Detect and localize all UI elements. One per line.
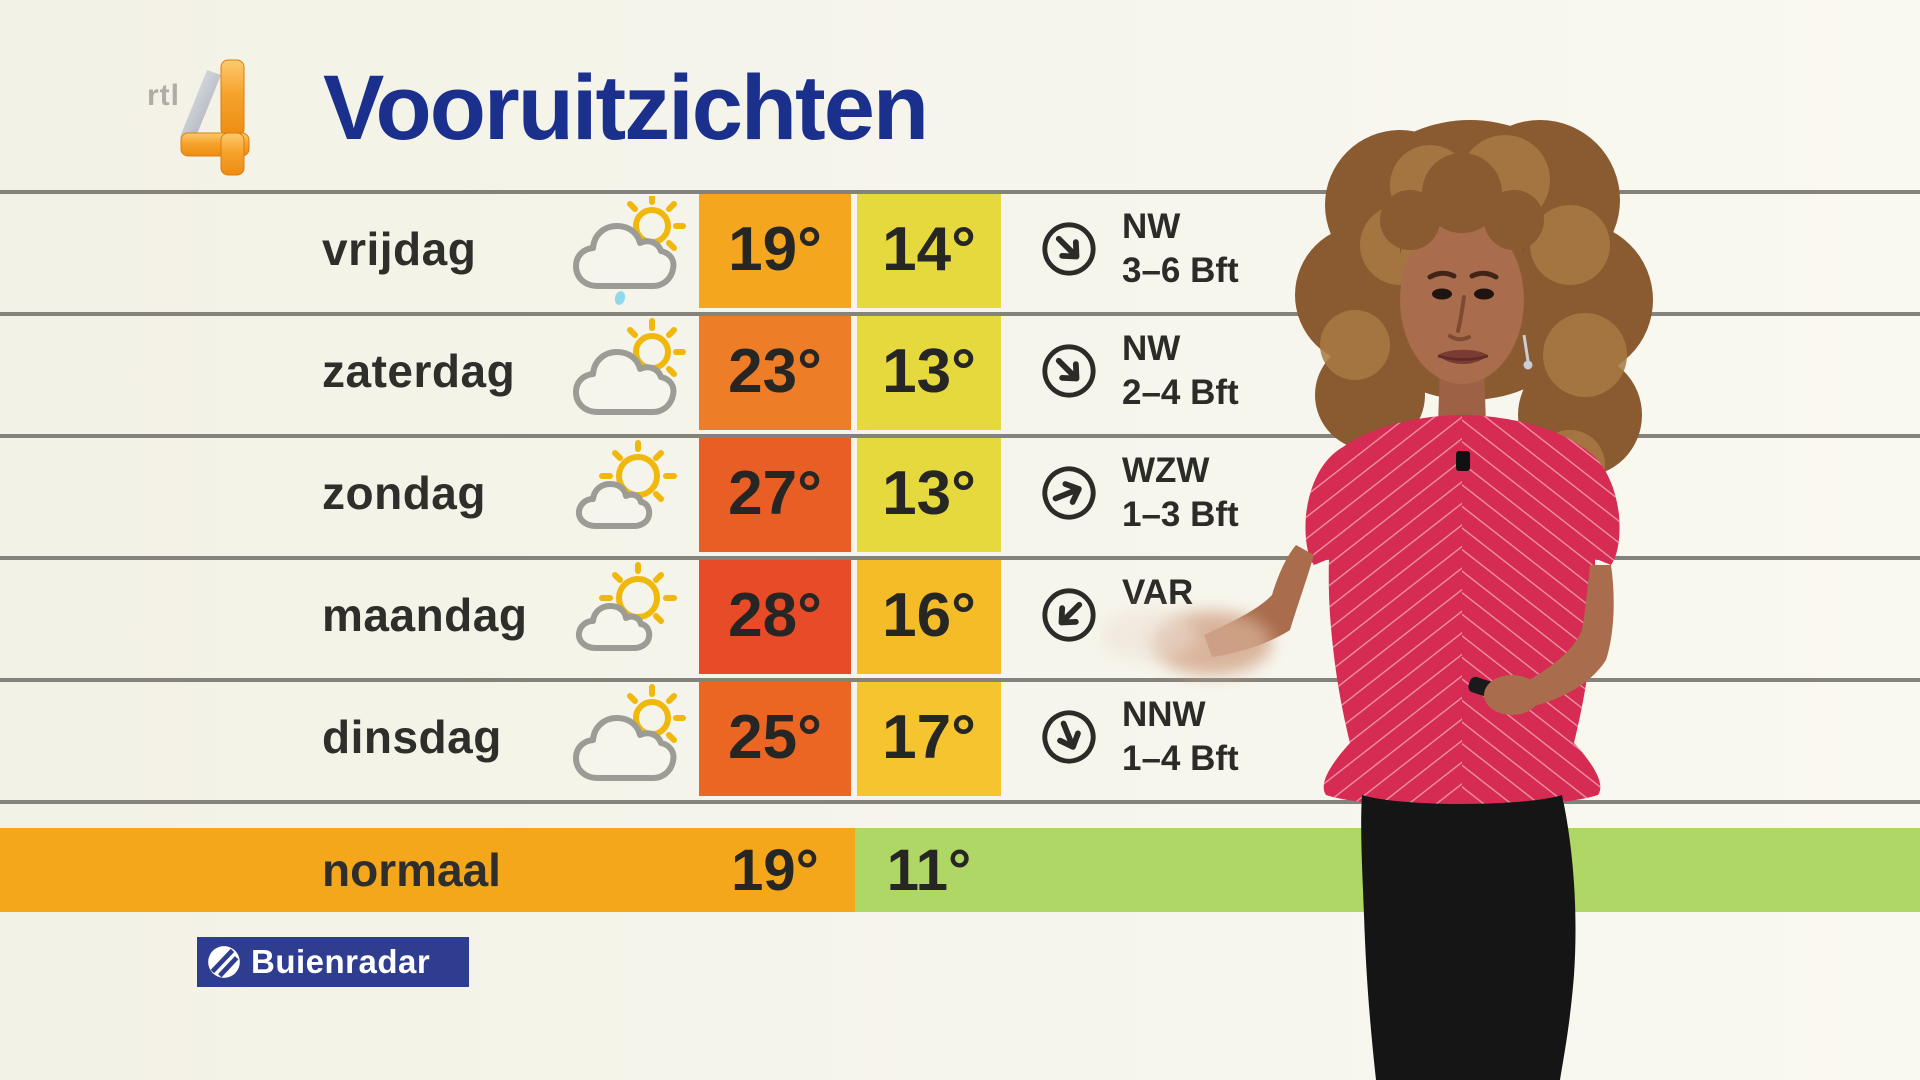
wind-direction: NNW [1122,695,1206,734]
grid-line [0,312,1920,316]
wind-text: NNW 1–4 Bft [1122,678,1239,796]
weather-presenter [1100,120,1653,1080]
page-title: Vooruitzichten [323,57,929,159]
weather-icon [566,196,690,308]
forecast-row-zondag: zondag 27° 13° WZW 1–3 Bft [0,434,1920,556]
min-temp-cell: 17° [857,678,1001,796]
wind-text: NW 3–6 Bft [1122,190,1239,308]
presenter-skirt [1361,795,1576,1080]
wind-text: WZW 1–3 Bft [1122,434,1239,552]
presenter-earring [1522,334,1533,370]
min-temp-cell: 13° [857,312,1001,430]
grid-line [0,190,1920,194]
rtl4-digit-diagonal [180,70,221,144]
grid-line [0,556,1920,560]
forecast-row-maandag: maandag 28° 16° VAR [0,556,1920,678]
normal-label: normaal [322,844,501,896]
wind-direction: NW [1122,329,1181,368]
grid-line [0,678,1920,682]
grid-line [0,800,1920,804]
forecast-row-vrijdag: vrijdag 19° 14° NW 3–6 Bft [0,190,1920,312]
day-label: dinsdag [322,711,502,763]
min-temp-cell: 16° [857,556,1001,674]
normal-band-orange [0,828,855,912]
wind-text: VAR [1122,556,1193,674]
weather-icon [566,684,690,796]
buienradar-radar-icon [208,946,240,978]
wind-force: 1–4 Bft [1122,739,1239,778]
rtl-text: rtl [147,79,180,112]
normal-min-temp: 11° [886,837,972,903]
day-label: zaterdag [322,345,516,397]
min-temp-cell: 13° [857,434,1001,552]
max-temp-cell: 27° [699,434,851,552]
wind-direction: VAR [1122,573,1194,612]
grid-line [0,434,1920,438]
wind-direction-icon [1028,574,1110,656]
weather-icon [566,440,690,552]
wind-direction-icon [1028,330,1110,412]
wind-direction-icon [1028,208,1110,290]
weather-icon [566,562,690,674]
day-label: maandag [322,589,528,641]
rtl4-logo: rtl [147,59,250,176]
wind-direction-icon [1031,699,1107,775]
wind-force: 1–3 Bft [1122,495,1239,534]
forecast-row-dinsdag: dinsdag 25° 17° NNW 1–4 Bft [0,678,1920,800]
max-temp-cell: 23° [699,312,851,430]
max-temp-cell: 28° [699,556,851,674]
wind-force: 2–4 Bft [1122,373,1239,412]
day-label: zondag [322,467,486,519]
normal-max-temp: 19° [731,837,819,903]
wind-force: 3–6 Bft [1122,251,1239,290]
presenter-face [1380,153,1544,384]
buienradar-logo-text: Buienradar [251,943,431,980]
max-temp-cell: 25° [699,678,851,796]
buienradar-logo: Buienradar [197,937,469,987]
forecast-row-zaterdag: zaterdag 23° 13° NW 2–4 Bft [0,312,1920,434]
wind-direction: WZW [1122,451,1210,490]
day-label: vrijdag [322,223,477,275]
wind-direction-icon [1031,455,1107,531]
weather-icon [566,318,690,430]
wind-direction: NW [1122,207,1181,246]
max-temp-cell: 19° [699,190,851,308]
min-temp-cell: 14° [857,190,1001,308]
presenter-microphone [1456,451,1470,471]
wind-text: NW 2–4 Bft [1122,312,1239,430]
